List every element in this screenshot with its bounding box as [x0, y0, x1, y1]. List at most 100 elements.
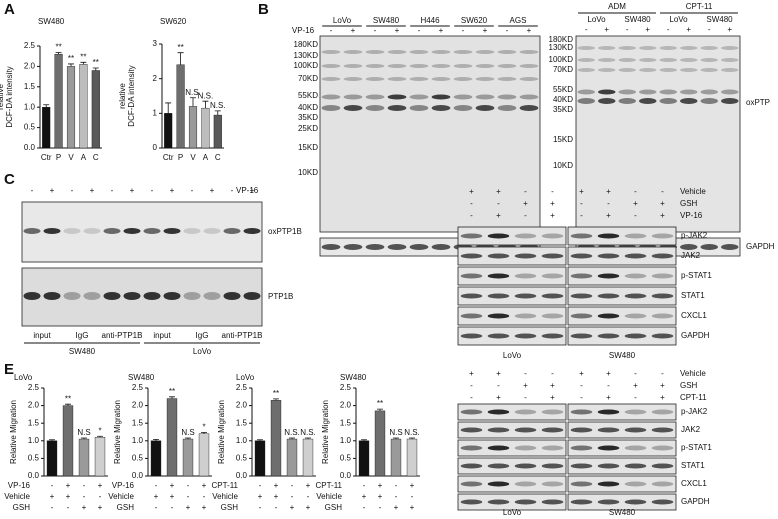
blot-band — [721, 244, 739, 250]
bar — [406, 438, 418, 477]
blot-band — [519, 105, 539, 111]
condition-sign: - — [83, 492, 86, 501]
treatment-sign: - — [374, 26, 377, 35]
bar — [176, 64, 185, 149]
blot-band — [497, 105, 517, 111]
blot-membrane — [457, 493, 567, 511]
condition-name: Vehicle — [4, 492, 30, 501]
treatment-sign: - — [580, 393, 583, 402]
error-bar — [68, 63, 74, 67]
treatment-sign: - — [580, 199, 583, 208]
blot-band — [597, 273, 620, 279]
blot-band — [541, 499, 564, 505]
blot-band — [659, 68, 677, 72]
blot-band — [487, 499, 510, 505]
blot-band — [143, 292, 161, 300]
blot-band — [514, 427, 537, 433]
bar — [374, 410, 386, 477]
blot-membrane — [567, 421, 677, 439]
treatment-sign: - — [524, 369, 527, 378]
blot-band — [514, 445, 537, 451]
y-tick-label: 2.0 — [132, 401, 144, 410]
significance: ** — [273, 389, 279, 398]
significance: N.S. — [185, 88, 201, 97]
blot-band — [43, 228, 61, 234]
x-tick-label: C — [215, 153, 221, 162]
condition-sign: - — [99, 492, 102, 501]
treatment-sign: - — [524, 393, 527, 402]
blot-band — [598, 46, 616, 50]
blot-label: p-JAK2 — [681, 407, 708, 416]
blot-band — [475, 105, 495, 111]
bar — [79, 64, 88, 149]
condition-name: CPT-11 — [211, 481, 238, 490]
blot-band — [203, 228, 221, 234]
blot-band — [514, 313, 537, 319]
condition-sign: + — [362, 492, 367, 501]
bar — [213, 114, 222, 149]
condition-name: VP-16 — [680, 211, 703, 220]
error-bar — [393, 437, 399, 440]
x-tick-label: A — [81, 153, 87, 162]
mw-marker: 100KD — [294, 61, 319, 70]
treatment-sign: + — [439, 26, 444, 35]
condition-sign: + — [290, 503, 295, 512]
blot-band — [475, 94, 495, 100]
blot-band — [577, 98, 595, 104]
treatment-sign: + — [660, 381, 665, 390]
blot-band — [409, 50, 429, 54]
blot-membrane — [457, 326, 567, 346]
blot-band — [597, 463, 620, 469]
condition-sign: - — [155, 481, 158, 490]
y-tick-label: 2.5 — [24, 41, 36, 50]
mw-marker: 55KD — [553, 85, 573, 94]
cell-line-label: SW620 — [461, 16, 488, 25]
bar — [164, 113, 173, 149]
blot-band — [680, 244, 698, 250]
blot-band — [700, 89, 718, 95]
blot-band — [570, 445, 593, 451]
bar — [198, 433, 210, 477]
treatment-sign: + — [496, 393, 501, 402]
blot-band — [343, 50, 363, 54]
treatment-sign: - — [151, 186, 154, 195]
chart-title: LoVo — [236, 373, 255, 382]
treatment-sign: + — [686, 25, 691, 34]
blot-band — [577, 58, 595, 62]
blot-membrane — [21, 267, 263, 327]
condition-sign: + — [202, 481, 207, 490]
condition-name: GSH — [117, 503, 135, 512]
blot-band — [680, 68, 698, 72]
condition-sign: - — [187, 481, 190, 490]
condition-sign: + — [66, 492, 71, 501]
bar — [66, 66, 76, 149]
y-axis-label: Relative Migration — [321, 400, 330, 464]
condition-sign: - — [259, 481, 262, 490]
treatment-sign: - — [585, 25, 588, 34]
blot-band — [624, 313, 647, 319]
blot-band — [460, 463, 483, 469]
y-tick-label: 1.5 — [132, 418, 144, 427]
y-tick-label: 2.5 — [132, 383, 144, 392]
y-tick-label: 0.0 — [24, 143, 36, 152]
y-tick-label: 0.5 — [236, 454, 248, 463]
cell-line-label: SW480 — [373, 16, 400, 25]
error-bar — [201, 431, 207, 434]
lane-label: input — [153, 331, 171, 340]
treatment-sign: - — [470, 211, 473, 220]
blot-band — [487, 427, 510, 433]
drug-group-label: CPT-11 — [686, 2, 713, 11]
treatment-sign: - — [661, 369, 664, 378]
blot-band — [497, 64, 517, 68]
treatment-sign: + — [550, 393, 555, 402]
y-tick-label: 0.0 — [132, 471, 144, 480]
blot-band — [514, 409, 537, 415]
blot-band — [541, 253, 564, 259]
y-axis-label: Relative Migration — [9, 400, 18, 464]
condition-sign: + — [170, 481, 175, 490]
condition-sign: - — [67, 503, 70, 512]
condition-name: Vehicle — [316, 492, 342, 501]
blot-band — [570, 427, 593, 433]
mw-marker: 70KD — [553, 65, 573, 74]
treatment-sign: - — [497, 199, 500, 208]
